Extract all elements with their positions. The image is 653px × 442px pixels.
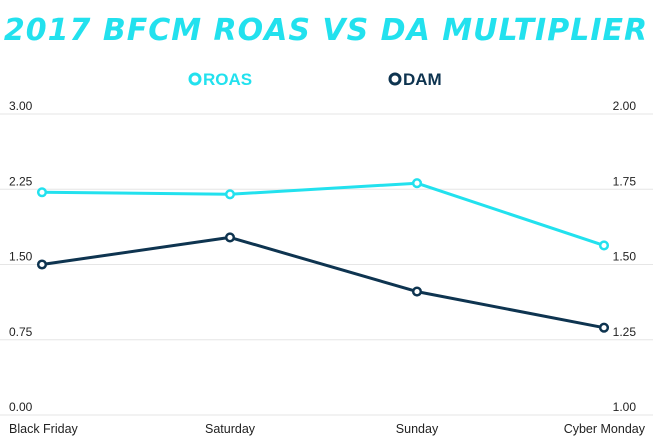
category-label: Black Friday	[9, 422, 79, 436]
right-tick-label: 1.50	[613, 250, 637, 264]
series-layer	[36, 178, 610, 333]
left-tick-label: 1.50	[9, 250, 33, 264]
right-tick-label: 2.00	[613, 99, 637, 113]
legend: ROAS DAM	[188, 70, 442, 89]
data-point-roas	[411, 178, 423, 189]
data-point-dam	[36, 259, 48, 270]
right-axis: 1.00 1.25 1.50 1.75 2.00	[613, 99, 637, 414]
left-tick-label: 3.00	[9, 99, 33, 113]
category-label: Saturday	[205, 422, 256, 436]
right-tick-label: 1.00	[613, 400, 637, 414]
data-point-roas	[598, 240, 610, 251]
series-line-dam	[41, 235, 605, 330]
left-tick-label: 2.25	[9, 174, 33, 188]
chart-title: 2017 BFCM ROAS VS DA MULTIPLIER	[4, 13, 648, 48]
category-label: Sunday	[396, 422, 439, 436]
data-point-dam	[411, 286, 423, 297]
right-tick-label: 1.25	[613, 325, 637, 339]
data-point-roas	[224, 189, 236, 200]
data-point-roas	[36, 187, 48, 198]
legend-label-dam: DAM	[403, 70, 442, 89]
left-axis: 0.00 0.75 1.50 2.25 3.00	[9, 99, 33, 414]
category-label: Cyber Monday	[564, 422, 646, 436]
right-tick-label: 1.75	[613, 174, 637, 188]
series-line-roas	[41, 181, 605, 247]
data-point-dam	[598, 322, 610, 333]
x-axis: Black Friday Saturday Sunday Cyber Monday	[9, 422, 646, 436]
data-point-dam	[224, 232, 236, 243]
legend-label-roas: ROAS	[203, 70, 252, 89]
legend-marker-dam	[388, 72, 402, 86]
legend-marker-roas	[188, 72, 202, 86]
left-tick-label: 0.75	[9, 325, 33, 339]
left-tick-label: 0.00	[9, 400, 33, 414]
